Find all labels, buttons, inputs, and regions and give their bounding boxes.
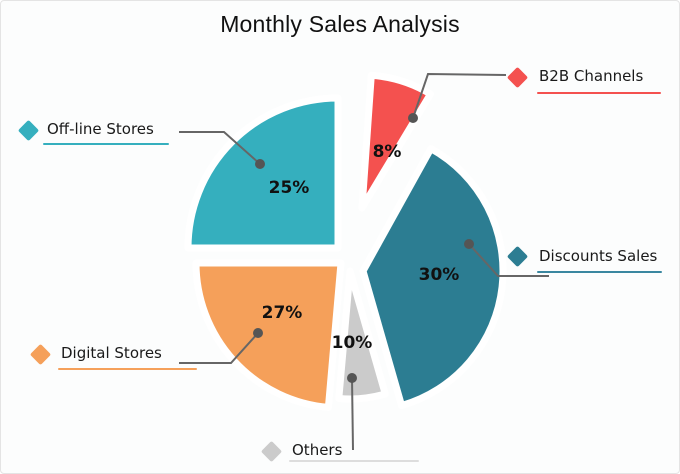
pie-slice-others[interactable] [335, 267, 389, 403]
legend-item-label: B2B Channels [539, 67, 644, 85]
slice-percent-label: 10% [332, 333, 373, 353]
legend-underline [537, 92, 661, 94]
leader-line [179, 131, 261, 165]
legend-item-label: Others [292, 441, 343, 459]
slice-percent-label: 30% [419, 265, 460, 285]
slice-percent-label: 8% [373, 142, 402, 162]
chart-title: Monthly Sales Analysis [220, 11, 460, 37]
slice-percent-label: 27% [262, 303, 303, 323]
leader-dot-icon [255, 159, 265, 169]
leader-line [468, 243, 549, 277]
leader-dot-icon [408, 113, 418, 123]
pie-slice-discounts-sales[interactable] [359, 145, 507, 410]
leader-line [351, 377, 354, 451]
pie-slice-b2b-channels[interactable] [358, 71, 434, 212]
pie-slice-digital-stores[interactable] [192, 259, 345, 411]
leader-dot-icon [253, 328, 263, 338]
pie-slice-off-line-stores[interactable] [184, 94, 342, 252]
legend-item-label: Discounts Sales [539, 247, 658, 265]
slice-percent-label: 25% [269, 178, 310, 198]
legend-underline [43, 143, 169, 145]
leader-line [412, 72, 507, 119]
leader-line [179, 332, 259, 364]
leader-dot-icon [347, 373, 357, 383]
legend-underline [58, 368, 197, 370]
legend-item-label: Digital Stores [61, 344, 162, 362]
legend-underline [289, 460, 419, 462]
legend-underline [537, 271, 662, 273]
leader-dot-icon [464, 239, 474, 249]
legend-item-label: Off-line Stores [47, 120, 154, 138]
